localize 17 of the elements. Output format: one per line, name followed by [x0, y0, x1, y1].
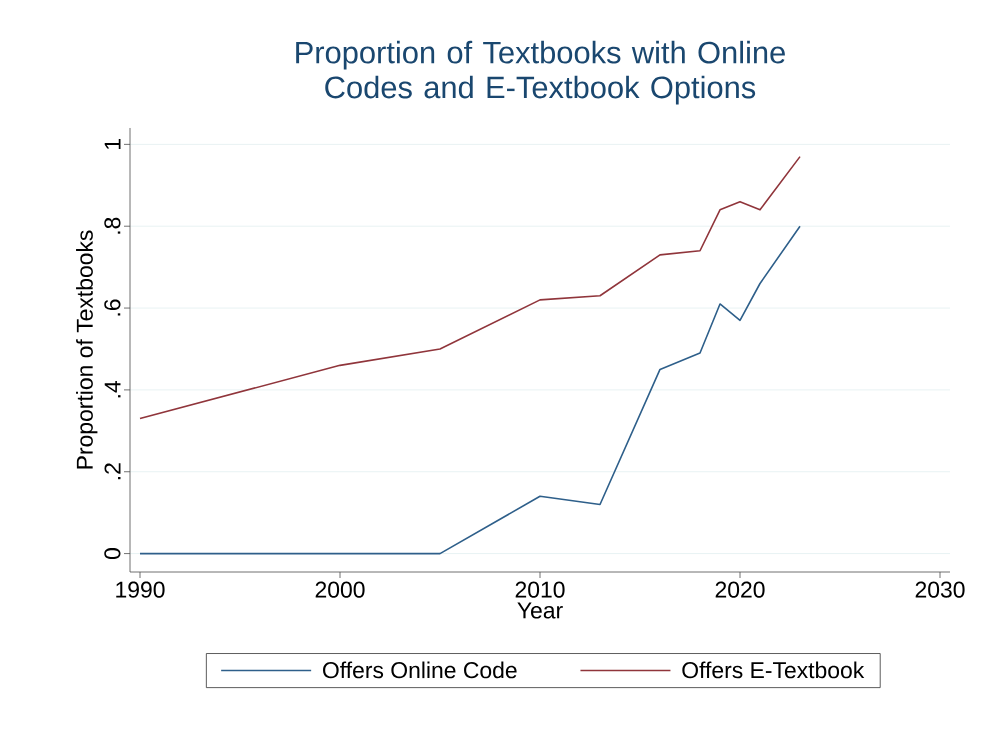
chart-title: Proportion of Textbooks with Online Codes and E-Textbook Options — [296, 40, 785, 105]
x-tick-label: 2020 — [715, 581, 765, 598]
legend-label: Offers Online Code — [323, 661, 517, 679]
x-tick-label: 2000 — [315, 581, 365, 598]
x-axis-title: Year — [517, 602, 563, 619]
legend-label: Offers E-Textbook — [682, 661, 865, 679]
y-tick-label: 0 — [104, 548, 121, 560]
x-tick-label: 1990 — [116, 581, 165, 598]
y-tick-label: .2 — [104, 463, 121, 480]
x-tick-label: 2030 — [915, 581, 965, 598]
y-tick-label: .8 — [104, 217, 121, 234]
y-tick-label: .4 — [104, 381, 121, 398]
y-tick-label: 1 — [104, 139, 121, 149]
y-axis-title: Proportion of Textbooks — [76, 230, 98, 469]
x-tick-label: 2010 — [515, 581, 565, 598]
y-tick-label: .6 — [104, 299, 121, 316]
line-series — [139, 155, 801, 420]
